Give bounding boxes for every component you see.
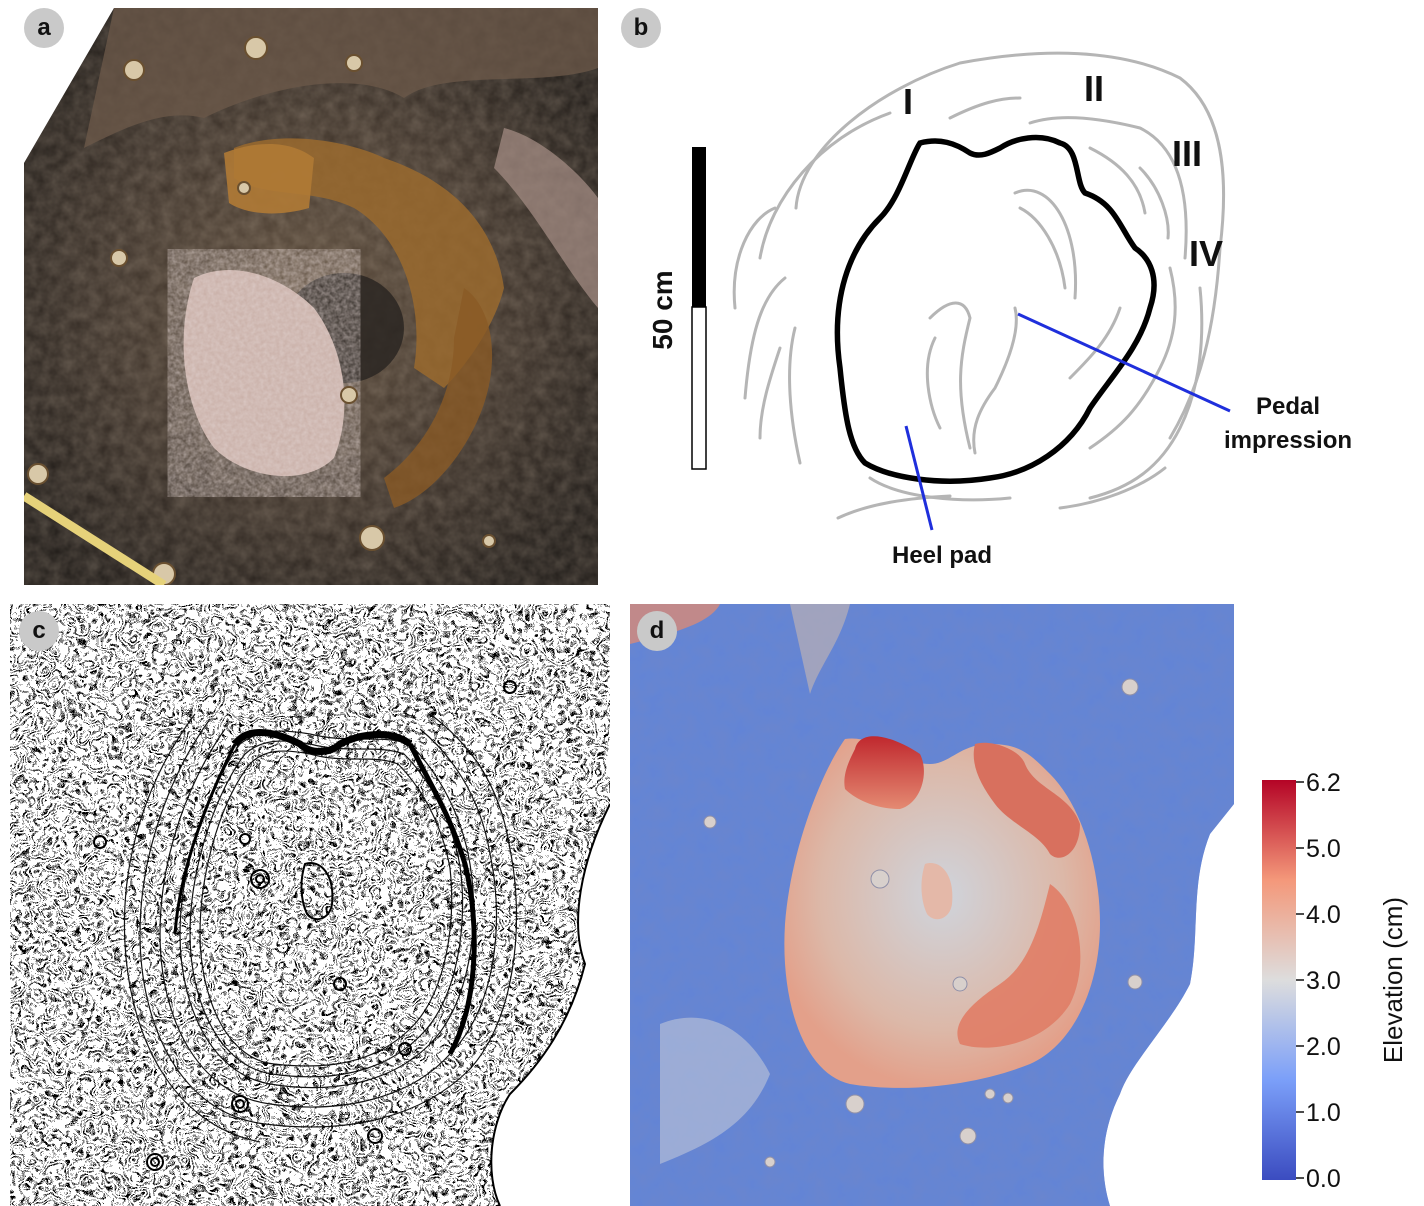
heel-pointer-line: [904, 425, 934, 531]
colorbar-tick-label: 1.0: [1306, 1099, 1341, 1127]
footprint-photo: [24, 8, 598, 585]
colorbar-tick-label: 0.0: [1306, 1165, 1341, 1193]
colorbar-tick-label: 4.0: [1306, 901, 1341, 929]
panel-label-b: b: [621, 8, 661, 48]
annotation-pedal-line2: impression: [1224, 427, 1352, 454]
scale-bar-white: [691, 306, 707, 470]
panel-label-d: d: [637, 611, 677, 651]
colorbar-gradient: [1262, 780, 1296, 1180]
scale-bar-label: 50 cm: [647, 270, 678, 349]
panel-label-a: a: [24, 8, 64, 48]
ridge-label-iv: IV: [1189, 233, 1223, 274]
panel-c-contours: [10, 604, 610, 1206]
colorbar-tick-label: 5.0: [1306, 835, 1341, 863]
footprint-drawing: 50 cm I II III IV Pedal impression Heel …: [647, 51, 1352, 569]
pedal-pointer-line: [1017, 312, 1231, 413]
colorbar-tick-label: 6.2: [1306, 770, 1341, 797]
scale-bar-black: [692, 147, 706, 307]
annotation-pedal-line1: Pedal: [1256, 393, 1320, 420]
panel-a-photo: [24, 8, 598, 585]
ridge-lines: [732, 51, 1226, 520]
panel-d-elevation: [630, 604, 1234, 1206]
pedal-outline: [834, 134, 1157, 484]
panel-label-c: c: [19, 611, 59, 651]
colorbar: 6.2 5.0 4.0 3.0 2.0 1.0 0.0 Elevation (cm): [1250, 770, 1424, 1200]
colorbar-tick-label: 2.0: [1306, 1033, 1341, 1061]
contour-map: [10, 604, 610, 1206]
colorbar-title: Elevation (cm): [1378, 897, 1408, 1063]
panel-b-drawing: 50 cm I II III IV Pedal impression Heel …: [620, 8, 1410, 588]
colorbar-tick-label: 3.0: [1306, 967, 1341, 995]
ridge-label-i: I: [903, 81, 913, 122]
elevation-map: [630, 604, 1234, 1206]
ridge-label-ii: II: [1084, 68, 1104, 109]
annotation-heel: Heel pad: [892, 542, 992, 569]
ridge-label-iii: III: [1172, 133, 1202, 174]
